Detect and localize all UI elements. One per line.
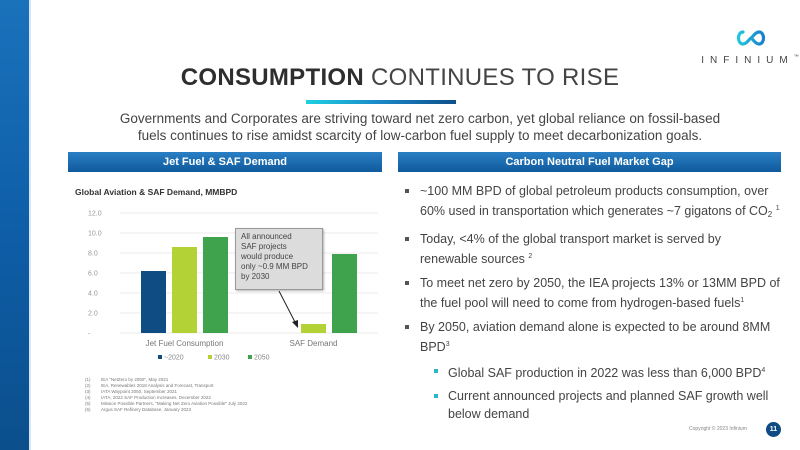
callout-line: by 2030 <box>241 272 270 281</box>
infinity-icon <box>736 30 766 46</box>
footnote-text: Mission Possible Partners, "Making Net Z… <box>101 401 248 406</box>
y-tick-label: 8.0 <box>88 251 98 258</box>
legend-swatch <box>248 355 252 359</box>
footnote-text: IATA Waypoint 2050, September 2021 <box>101 389 177 394</box>
page-title: CONSUMPTION CONTINUES TO RISE <box>0 64 800 92</box>
title-underline <box>306 100 456 104</box>
footnote: (4) IATA, 2022 SAF Production Increases, … <box>85 395 247 401</box>
bullet-iea-projection: To meet net zero by 2050, the IEA projec… <box>400 274 780 312</box>
bullet-aviation-demand: By 2050, aviation demand alone is expect… <box>400 318 780 356</box>
subtitle-line-2: fuels continues to rise amidst scarcity … <box>137 128 703 143</box>
footnote-ref: 3 <box>445 341 450 348</box>
page-title-light: CONTINUES TO RISE <box>371 64 620 91</box>
y-tick-label: - <box>88 331 91 338</box>
page-number-badge: 11 <box>766 422 781 437</box>
y-tick-label: 6.0 <box>88 271 98 278</box>
footnote-number: (2) <box>85 383 91 388</box>
bar-2030-0 <box>172 247 197 333</box>
section-header-jet-fuel: Jet Fuel & SAF Demand <box>68 152 382 172</box>
y-tick-label: 10.0 <box>88 231 102 238</box>
bullet-text: Today, <4% of the global transport marke… <box>420 232 721 266</box>
legend-label: 2030 <box>214 355 230 362</box>
callout-line: would produce <box>241 252 294 261</box>
footnote-text: Argus SAF Refinery Database, January 202… <box>101 407 192 412</box>
bar-2050-1 <box>332 254 357 333</box>
chart-bars <box>141 237 357 333</box>
trademark-symbol: ™ <box>793 54 799 60</box>
category-label: SAF Demand <box>289 339 337 348</box>
side-accent-edge <box>29 0 31 450</box>
footnote-text: IEA, Renewables 2018 Analysis and Foreca… <box>101 383 214 388</box>
footnote-number: (1) <box>85 377 91 382</box>
bar-2030-1 <box>301 324 326 333</box>
footnote-ref: 1 <box>740 297 745 304</box>
bullet-saf-production: Global SAF production in 2022 was less t… <box>400 362 780 382</box>
footnote: (6) Argus SAF Refinery Database, January … <box>85 407 247 413</box>
category-label: Jet Fuel Consumption <box>146 339 224 348</box>
page-subtitle: Governments and Corporates are striving … <box>70 110 770 144</box>
copyright: Copyright © 2023 Infinium <box>689 426 747 432</box>
brand-name-text: INFINIUM <box>701 55 794 66</box>
footnote: (2) IEA, Renewables 2018 Analysis and For… <box>85 383 247 389</box>
footnote-text: IEA "NetZero by 2050", May 2021 <box>101 377 169 382</box>
bullet-saf-growth: Current announced projects and planned S… <box>400 387 780 423</box>
subscript: 2 <box>767 210 773 219</box>
bullet-text: ~100 MM BPD of global petroleum products… <box>420 184 769 218</box>
bullet-text: To meet net zero by 2050, the IEA projec… <box>420 276 780 310</box>
legend-label: 2050 <box>254 355 270 362</box>
subtitle-line-1: Governments and Corporates are striving … <box>119 111 721 126</box>
legend-label: ~2020 <box>164 355 184 362</box>
y-tick-label: 2.0 <box>88 311 98 318</box>
bullet-petroleum-consumption: ~100 MM BPD of global petroleum products… <box>400 182 780 224</box>
bullet-text: Global SAF production in 2022 was less t… <box>448 366 762 380</box>
section-header-market-gap: Carbon Neutral Fuel Market Gap <box>398 152 781 172</box>
side-accent-bar <box>0 0 29 450</box>
brand-logo: INFINIUM™ <box>700 20 800 80</box>
footnotes: (1) IEA "NetZero by 2050", May 2021 (2) IE… <box>85 377 247 413</box>
brand-name: INFINIUM™ <box>700 54 800 66</box>
page-title-bold: CONSUMPTION <box>180 64 365 91</box>
footnote-ref: 1 <box>775 205 780 212</box>
chart-title: Global Aviation & SAF Demand, MMBPD <box>75 187 238 197</box>
chart-categories: Jet Fuel Consumption SAF Demand <box>146 339 338 348</box>
footnote: (3) IATA Waypoint 2050, September 2021 <box>85 389 247 395</box>
legend-swatch <box>158 355 162 359</box>
chart-legend: ~2020 2030 2050 <box>158 355 270 362</box>
callout-line: SAF projects <box>241 242 287 251</box>
callout-arrow <box>278 290 297 325</box>
footnote-ref: 4 <box>761 367 766 374</box>
bar-2050-0 <box>203 237 228 333</box>
bullet-text: Current announced projects and planned S… <box>448 389 769 421</box>
market-gap-bullets: ~100 MM BPD of global petroleum products… <box>400 182 780 428</box>
legend-swatch <box>208 355 212 359</box>
footnote-number: (3) <box>85 389 91 394</box>
footnote: (1) IEA "NetZero by 2050", May 2021 <box>85 377 247 383</box>
footnote: (5) Mission Possible Partners, "Making Ne… <box>85 401 247 407</box>
y-tick-label: 4.0 <box>88 291 98 298</box>
chart-annotation-callout: All announced SAF projects would produce… <box>235 228 323 290</box>
y-tick-label: 12.0 <box>88 211 102 218</box>
footnote-number: (5) <box>85 401 91 406</box>
chart-y-ticks: - 2.0 4.0 6.0 8.0 10.0 12.0 <box>88 211 102 338</box>
footnote-text: IATA, 2022 SAF Production Increases, Dec… <box>101 395 211 400</box>
callout-arrowhead <box>292 320 298 328</box>
bullet-text: By 2050, aviation demand alone is expect… <box>420 320 771 354</box>
demand-bar-chart: - 2.0 4.0 6.0 8.0 10.0 12.0 Jet Fuel Consumpti… <box>88 211 378 362</box>
bar-2020-0 <box>141 271 166 333</box>
footnote-number: (6) <box>85 407 91 412</box>
bullet-renewable-share: Today, <4% of the global transport marke… <box>400 230 780 268</box>
callout-line: only ~0.9 MM BPD <box>241 262 308 271</box>
footnote-ref: 2 <box>528 253 533 260</box>
footnote-number: (4) <box>85 395 91 400</box>
callout-line: All announced <box>241 232 292 241</box>
